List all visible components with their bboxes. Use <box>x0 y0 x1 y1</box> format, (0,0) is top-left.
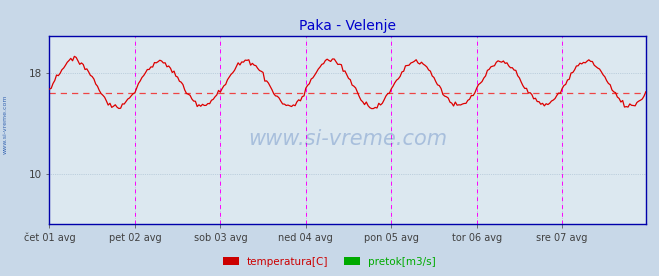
Text: www.si-vreme.com: www.si-vreme.com <box>248 129 447 149</box>
Legend: temperatura[C], pretok[m3/s]: temperatura[C], pretok[m3/s] <box>219 253 440 271</box>
Title: Paka - Velenje: Paka - Velenje <box>299 19 396 33</box>
Text: www.si-vreme.com: www.si-vreme.com <box>3 94 8 154</box>
